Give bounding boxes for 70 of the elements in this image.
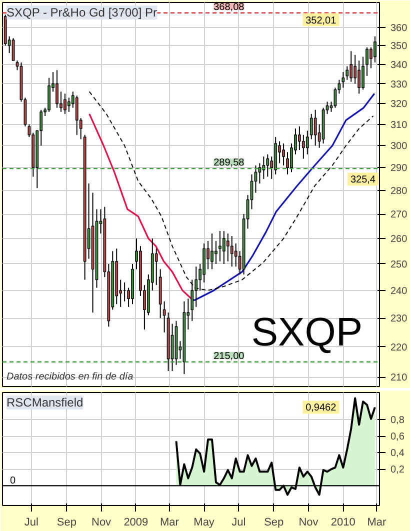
candlestick — [306, 130, 309, 155]
annotation: 325,4 — [350, 174, 376, 186]
candlestick — [282, 142, 285, 166]
candlestick — [75, 95, 78, 136]
candlestick — [214, 240, 218, 264]
y-tick-label: 360 — [390, 22, 408, 34]
y-tick-label: 290 — [390, 163, 408, 174]
candlestick — [56, 70, 58, 108]
candlestick — [314, 109, 317, 146]
annotation: 0,9462 — [306, 402, 337, 414]
ref-line-label: 0 — [10, 476, 16, 487]
annotation: SXQP — [251, 310, 363, 354]
x-tick-label: Sep — [264, 516, 284, 528]
candlestick — [302, 134, 305, 160]
annotation: Datos recibidos en fin de día — [6, 372, 134, 382]
ref-line-label: 215,00 — [214, 350, 245, 362]
x-tick-label: Sep — [56, 516, 76, 528]
y-tick-label: 270 — [390, 210, 408, 221]
y-tick-label: 0,8 — [390, 415, 405, 426]
y-tick-label: 230 — [390, 314, 408, 325]
x-tick-label: 2009 — [124, 516, 148, 528]
y-tick-label: 350 — [390, 41, 408, 52]
candlestick — [298, 126, 301, 150]
x-tick-label: Nov — [298, 516, 319, 528]
candlestick — [346, 66, 349, 80]
candlestick — [350, 50, 353, 82]
candlestick — [286, 152, 289, 175]
y-tick-label: 260 — [390, 234, 408, 246]
y-tick-label: 0,6 — [390, 432, 405, 443]
chart-title: SXQP - Pr&Ho Gd [3700] Pr — [6, 6, 158, 20]
y-tick-label: 240 — [390, 286, 408, 297]
x-tick-label: May — [194, 516, 215, 528]
candlestick — [366, 46, 368, 76]
candlestick — [67, 97, 70, 112]
candlestick — [218, 230, 222, 262]
x-tick-label: Nov — [92, 516, 112, 528]
ref-line-label: 289,58 — [214, 158, 245, 169]
candlestick — [162, 300, 166, 333]
annotation: 352,01 — [306, 15, 337, 26]
y-tick-label: 0,4 — [390, 448, 405, 460]
candlestick — [222, 230, 226, 264]
candlestick — [354, 54, 357, 84]
y-tick-label: 220 — [390, 342, 408, 354]
candlestick — [226, 233, 230, 262]
y-tick-label: 300 — [390, 141, 408, 152]
candlestick — [266, 154, 270, 178]
candlestick — [234, 243, 238, 268]
candlestick — [358, 60, 361, 94]
y-tick-label: 320 — [390, 99, 408, 110]
candlestick — [154, 248, 158, 286]
y-tick-label: 0,2 — [390, 464, 405, 476]
y-tick-label: 310 — [390, 120, 408, 131]
y-tick-label: 250 — [390, 259, 408, 270]
y-tick-label: 340 — [390, 60, 408, 71]
chart-title: RSCMansfield — [6, 396, 84, 410]
candlestick — [210, 233, 214, 270]
x-tick-label: Jul — [232, 516, 246, 528]
x-tick-label: Mar — [367, 516, 386, 528]
y-tick-label: 280 — [390, 186, 408, 197]
ref-line-label: 368,08 — [214, 2, 245, 13]
y-tick-label: 210 — [390, 372, 408, 384]
candlestick — [362, 56, 364, 90]
x-tick-label: Mar — [160, 516, 180, 528]
x-tick-label: Jul — [24, 516, 38, 528]
candlestick — [342, 72, 345, 88]
y-tick-label: 330 — [390, 79, 408, 90]
candlestick — [310, 113, 313, 140]
x-tick-label: 2010 — [330, 516, 356, 528]
candlestick — [230, 236, 234, 268]
candlestick — [64, 93, 66, 114]
